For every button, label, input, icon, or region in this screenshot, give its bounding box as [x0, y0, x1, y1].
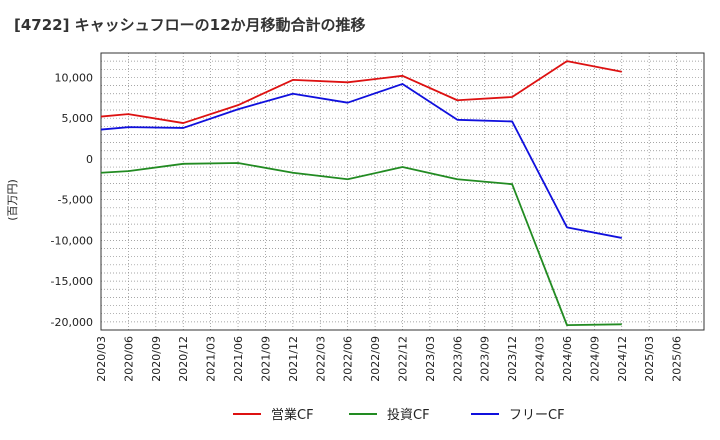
x-tick-label: 2022/06: [342, 336, 355, 382]
legend: 営業CF 投資CF フリーCF: [233, 407, 565, 423]
y-tick-label: -20,000: [51, 316, 93, 329]
x-tick-label: 2022/03: [314, 336, 327, 382]
x-tick-label: 2020/06: [122, 336, 135, 382]
x-tick-label: 2025/03: [643, 336, 656, 382]
grid: [101, 53, 704, 330]
y-axis-label: (百万円): [6, 179, 19, 221]
x-tick-label: 2020/09: [150, 336, 163, 382]
y-tick-label: 10,000: [55, 71, 94, 84]
chart-title: [4722] キャッシュフローの12か月移動合計の推移: [14, 16, 366, 34]
y-tick-label: -10,000: [51, 234, 93, 247]
y-tick-label: -5,000: [58, 194, 93, 207]
x-tick-label: 2024/09: [588, 336, 601, 382]
y-tick-label: -15,000: [51, 275, 93, 288]
series-line-フリーCF: [100, 83, 622, 239]
series-line-営業CF: [100, 60, 622, 124]
legend-label: 投資CF: [387, 407, 430, 423]
x-tick-label: 2025/06: [671, 336, 684, 382]
plot-frame: [100, 52, 705, 331]
x-axis-ticks: 2020/03 2020/06 2020/09 2020/12 2021/03 2021/…: [95, 336, 684, 382]
x-tick-label: 2021/03: [205, 336, 218, 382]
x-tick-label: 2021/06: [232, 336, 245, 382]
y-tick-label: 5,000: [62, 112, 94, 125]
series-lines: [100, 60, 622, 327]
x-tick-label: 2024/03: [534, 336, 547, 382]
x-tick-label: 2024/12: [616, 336, 629, 382]
x-tick-label: 2023/06: [451, 336, 464, 382]
x-tick-label: 2022/09: [369, 336, 382, 382]
y-tick-label: 0: [86, 153, 93, 166]
x-tick-label: 2020/12: [177, 336, 190, 382]
x-tick-label: 2020/03: [95, 336, 108, 382]
legend-label: 営業CF: [271, 407, 314, 423]
x-tick-label: 2024/06: [561, 336, 574, 382]
series-line-投資CF: [100, 162, 622, 327]
x-tick-label: 2023/03: [424, 336, 437, 382]
x-tick-label: 2022/12: [397, 336, 410, 382]
x-tick-label: 2021/12: [287, 336, 300, 382]
x-tick-label: 2023/09: [479, 336, 492, 382]
legend-label: フリーCF: [509, 408, 565, 423]
x-tick-label: 2023/12: [506, 336, 519, 382]
x-tick-label: 2021/09: [259, 336, 272, 382]
y-axis-ticks: 10,000 5,000 0 -5,000 -10,000 -15,000 -20,000: [51, 71, 93, 328]
